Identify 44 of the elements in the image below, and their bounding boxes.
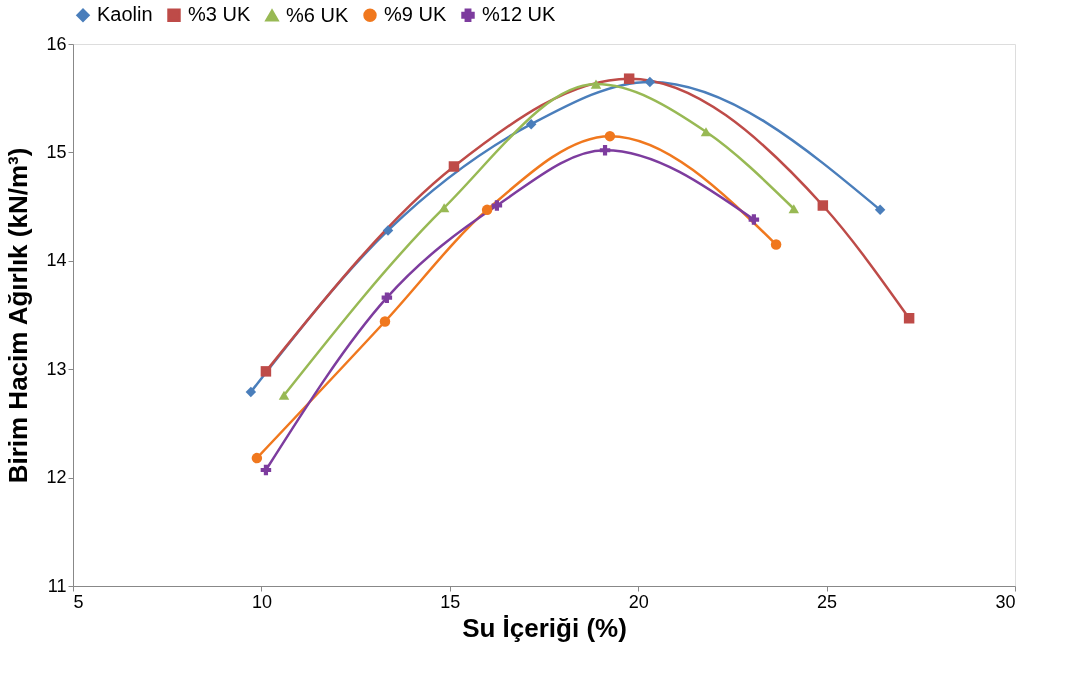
y-tick-label: 14	[46, 250, 67, 271]
point	[491, 200, 503, 211]
x-tick-label: 15	[440, 591, 461, 612]
point	[481, 204, 493, 216]
point	[525, 118, 537, 130]
point	[382, 225, 394, 236]
y-tick-label: 16	[46, 33, 67, 54]
point	[590, 79, 602, 89]
point	[278, 390, 290, 400]
x-tick-label: 10	[251, 591, 272, 612]
y-axis-title: Birim Hacim Ağırlık (kN/m³)	[3, 147, 34, 484]
x-tick-label: 20	[628, 591, 649, 612]
point	[251, 452, 263, 464]
legend-label: %12 UK	[482, 3, 557, 26]
point	[623, 73, 635, 84]
point	[438, 203, 450, 213]
point	[448, 161, 460, 172]
point	[788, 204, 800, 214]
point	[874, 204, 886, 216]
legend-label: Kaolin	[97, 3, 153, 26]
point	[604, 130, 616, 142]
legend-label: %6 UK	[286, 3, 349, 26]
y-tick-label: 15	[46, 141, 67, 162]
point	[260, 366, 272, 377]
point	[245, 386, 257, 398]
point	[770, 239, 782, 250]
point	[817, 200, 829, 211]
point	[599, 144, 611, 156]
point	[379, 316, 391, 327]
point	[903, 313, 915, 324]
y-tick-label: 12	[46, 467, 67, 488]
x-tick-label: 5	[73, 591, 84, 612]
point	[700, 127, 712, 137]
y-tick-label: 13	[46, 358, 67, 379]
x-tick-label: 30	[995, 591, 1016, 612]
legend-label: %9 UK	[384, 3, 447, 26]
legend-label: %3 UK	[188, 3, 251, 26]
point	[260, 464, 272, 476]
x-tick-label: 25	[817, 591, 838, 612]
point	[381, 292, 393, 303]
point	[748, 214, 760, 225]
point	[644, 76, 656, 88]
y-tick-label: 11	[47, 575, 67, 596]
x-axis-title: Su İçeriği (%)	[462, 612, 627, 643]
